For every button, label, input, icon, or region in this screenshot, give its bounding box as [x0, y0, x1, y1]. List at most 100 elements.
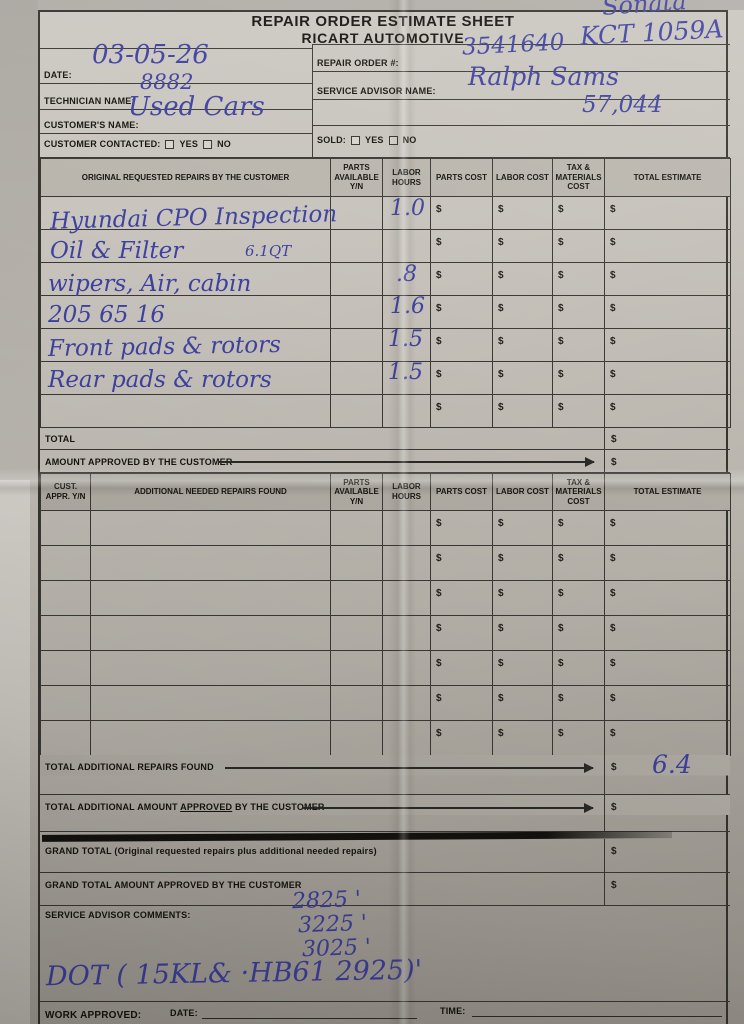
empty-cell — [382, 394, 431, 428]
cost-cell: $ — [430, 229, 493, 263]
dollar-sign: $ — [498, 693, 504, 704]
dollar-sign: $ — [498, 588, 504, 599]
dollar-sign: $ — [498, 658, 504, 669]
dollar-sign: $ — [610, 658, 616, 669]
empty-cell — [40, 394, 331, 428]
dollar-sign: $ — [436, 588, 442, 599]
empty-cell — [330, 229, 383, 263]
mileage-row — [312, 100, 730, 126]
grand-total-label: GRAND TOTAL (Original requested repairs … — [45, 846, 377, 856]
dollar-sign: $ — [436, 658, 442, 669]
grand-total-row: GRAND TOTAL (Original requested repairs … — [40, 839, 730, 873]
dollar-sign: $ — [558, 270, 564, 281]
handwritten-repair-4: 205 65 16 — [48, 302, 166, 328]
cost-cell: $ — [552, 328, 605, 362]
dollar-sign: $ — [558, 553, 564, 564]
cost-cell: $ — [492, 545, 553, 581]
cost-cell: $ — [492, 615, 553, 651]
empty-cell — [40, 361, 331, 395]
grand-total-approved-cell: $ — [604, 873, 730, 905]
customer-contacted-row: CUSTOMER CONTACTED: YES NO — [40, 134, 312, 158]
col-labor-hours: LABOR HOURS — [382, 158, 431, 197]
grand-total-cell: $ — [604, 839, 730, 872]
table-row: $ $ $ $ — [40, 545, 731, 581]
cost-cell: $ — [552, 720, 605, 756]
dollar-sign: $ — [611, 880, 617, 891]
cost-cell: $ — [492, 685, 553, 721]
empty-cell — [382, 580, 431, 616]
dollar-sign: $ — [611, 802, 617, 813]
amount-approved-cell: $ — [604, 450, 730, 472]
no-label: NO — [217, 139, 231, 149]
dollar-sign: $ — [610, 728, 616, 739]
handwritten-customer-name: Used Cars — [128, 92, 265, 122]
cost-cell: $ — [430, 545, 493, 581]
cost-cell: $ — [552, 394, 605, 428]
empty-cell — [90, 580, 331, 616]
dollar-sign: $ — [611, 434, 617, 445]
empty-cell — [90, 650, 331, 686]
grand-total-approved-row: GRAND TOTAL AMOUNT APPROVED BY THE CUSTO… — [40, 873, 730, 906]
dollar-sign: $ — [436, 693, 442, 704]
cost-cell: $ — [430, 394, 493, 428]
label-part: BY THE CUSTOMER — [232, 802, 325, 812]
cost-cell: $ — [604, 295, 731, 329]
cost-cell: $ — [430, 650, 493, 686]
dollar-sign: $ — [611, 846, 617, 857]
col-labor-cost: LABOR COST — [492, 473, 553, 511]
date-label: DATE: — [44, 70, 72, 80]
empty-cell — [330, 720, 383, 756]
cost-cell: $ — [552, 196, 605, 230]
col-tax-materials-cost: TAX & MATERIALS COST — [552, 473, 605, 511]
cost-cell: $ — [430, 615, 493, 651]
amount-approved-label: AMOUNT APPROVED BY THE CUSTOMER — [45, 457, 233, 467]
empty-cell — [382, 262, 431, 296]
company-name: RICART AUTOMOTIVE — [301, 30, 465, 46]
handwritten-repair-order-number: 3541640 — [461, 29, 566, 61]
cost-cell: $ — [430, 361, 493, 395]
total-label: TOTAL — [45, 434, 76, 444]
empty-cell — [330, 295, 383, 329]
empty-cell — [90, 615, 331, 651]
grand-total-approved-label: GRAND TOTAL AMOUNT APPROVED BY THE CUSTO… — [45, 880, 302, 890]
dollar-sign: $ — [610, 237, 616, 248]
cost-cell: $ — [604, 262, 731, 296]
empty-cell — [330, 650, 383, 686]
dollar-sign: $ — [498, 402, 504, 413]
handwritten-oil-quantity: 6.1QT — [245, 242, 292, 260]
dollar-sign: $ — [558, 204, 564, 215]
amount-approved-row: AMOUNT APPROVED BY THE CUSTOMER $ — [40, 450, 730, 473]
empty-cell — [40, 685, 91, 721]
table-row: $ $ $ $ — [40, 510, 731, 546]
customer-contacted-yes-checkbox — [165, 140, 175, 149]
cost-cell: $ — [492, 394, 553, 428]
cost-cell: $ — [430, 328, 493, 362]
arrow-line — [218, 457, 595, 467]
technician-field-row: TECHNICIAN NAME: — [40, 84, 312, 110]
dollar-sign: $ — [610, 402, 616, 413]
dollar-sign: $ — [558, 728, 564, 739]
dollar-sign: $ — [558, 693, 564, 704]
cost-cell: $ — [604, 650, 731, 686]
cost-cell: $ — [430, 510, 493, 546]
handwritten-dot-line: DOT ( 15KL& ·HB61 2925)' — [45, 954, 423, 993]
dollar-sign: $ — [498, 623, 504, 634]
arrow-line — [302, 803, 594, 813]
time-signature-line — [472, 1005, 722, 1017]
repair-order-label: REPAIR ORDER #: — [317, 58, 399, 68]
cost-cell: $ — [604, 328, 731, 362]
empty-cell — [330, 361, 383, 395]
sold-no-checkbox — [388, 136, 398, 145]
dollar-sign: $ — [436, 369, 442, 380]
date-signature-line — [202, 1007, 417, 1019]
handwritten-hours-5: 1.5 — [388, 327, 423, 352]
dollar-sign: $ — [558, 518, 564, 529]
handwritten-vehicle-tag: KCT 1059A — [579, 14, 725, 51]
original-repairs-header: ORIGINAL REQUESTED REPAIRS BY THE CUSTOM… — [40, 158, 731, 197]
total-additional-found-cell: $ — [604, 755, 730, 794]
dollar-sign: $ — [436, 336, 442, 347]
empty-cell — [40, 510, 91, 546]
yes-label: YES — [365, 135, 384, 145]
empty-cell — [330, 545, 383, 581]
arrow-line — [225, 763, 594, 773]
